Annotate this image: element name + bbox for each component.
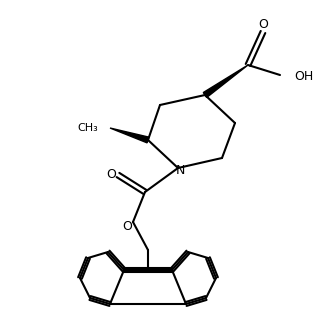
Text: OH: OH (294, 71, 313, 84)
Polygon shape (110, 128, 149, 143)
Text: N: N (175, 164, 185, 177)
Text: CH₃: CH₃ (77, 123, 98, 133)
Text: O: O (122, 219, 132, 233)
Text: O: O (258, 18, 268, 31)
Polygon shape (203, 65, 248, 98)
Text: O: O (106, 168, 116, 180)
